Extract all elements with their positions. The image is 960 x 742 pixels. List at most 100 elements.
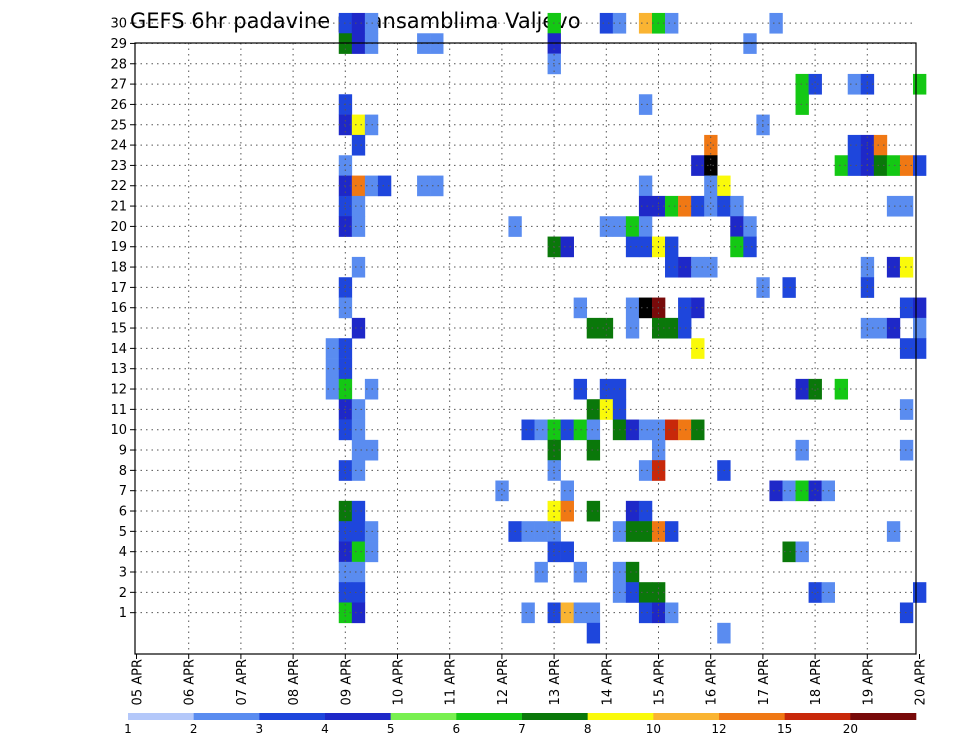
x-tick-label: 07 APR — [235, 659, 250, 705]
x-tick-label: 18 APR — [809, 659, 824, 705]
data-cell — [625, 521, 640, 542]
y-tick-label: 26 — [110, 98, 127, 113]
colorbar-label: 12 — [711, 722, 726, 736]
data-cell — [586, 622, 601, 644]
data-cell — [704, 195, 718, 217]
data-cell — [730, 216, 744, 237]
data-cell — [351, 114, 366, 136]
x-tick-label: 14 APR — [600, 659, 615, 705]
data-cell — [351, 561, 366, 583]
y-tick-label: 3 — [119, 566, 127, 581]
data-cell — [912, 73, 927, 95]
data-cell — [678, 256, 692, 278]
x-tick-label: 12 APR — [496, 659, 511, 705]
data-cell — [625, 317, 640, 339]
data-cell — [351, 175, 366, 197]
data-cell — [899, 297, 914, 319]
data-cell — [912, 317, 927, 339]
colorbar-label: 10 — [646, 722, 661, 736]
data-cell — [586, 419, 601, 441]
data-cell — [586, 317, 601, 339]
data-cell — [899, 439, 914, 461]
x-axis: 05 APR 06 APR 07 APR 08 APR 09 APR 10 APR 11 A… — [131, 654, 929, 705]
x-tick-label: 06 APR — [183, 659, 198, 705]
y-tick-label: 12 — [110, 383, 127, 398]
x-tick-label: 11 APR — [444, 659, 459, 705]
data-cell — [625, 582, 640, 603]
y-tick-label: 5 — [119, 525, 127, 540]
data-cell — [808, 378, 822, 400]
data-cell — [560, 500, 574, 522]
data-cell — [769, 480, 783, 502]
y-tick-label: 25 — [110, 118, 127, 133]
data-cell — [691, 155, 705, 176]
data-cell — [560, 602, 574, 624]
data-cell — [638, 500, 653, 522]
data-cell — [638, 419, 653, 441]
data-cell — [625, 236, 640, 258]
y-tick-label: 28 — [110, 57, 127, 72]
data-cell — [704, 175, 718, 197]
data-cell — [586, 602, 601, 624]
data-cell — [665, 521, 679, 542]
data-cell — [351, 541, 366, 563]
data-cell — [899, 155, 914, 176]
data-cell — [847, 73, 862, 95]
data-cell — [795, 541, 809, 563]
data-cell — [691, 419, 705, 441]
data-cell — [638, 460, 653, 481]
y-tick-label: 14 — [110, 342, 127, 357]
colorbar-segment — [522, 713, 588, 720]
colorbar-label: 8 — [584, 722, 592, 736]
colorbar-label: 6 — [453, 722, 461, 736]
data-cell — [808, 582, 822, 603]
data-cell — [638, 582, 653, 603]
data-cell — [886, 521, 901, 542]
x-tick-label: 19 APR — [861, 659, 876, 705]
data-cell — [665, 317, 679, 339]
data-cell — [730, 236, 744, 258]
data-cell — [351, 582, 366, 603]
y-tick-label: 6 — [119, 505, 127, 520]
data-cell — [586, 439, 601, 461]
colorbar-label: 7 — [518, 722, 526, 736]
data-cell — [912, 155, 927, 176]
y-tick-label: 7 — [119, 484, 127, 499]
data-cell — [599, 378, 614, 400]
colorbar-segment — [193, 713, 260, 720]
y-tick-label: 4 — [119, 545, 127, 560]
colorbar-label: 2 — [190, 722, 198, 736]
data-cell — [351, 12, 366, 34]
data-cell — [899, 602, 914, 624]
colorbar-segment — [719, 713, 785, 720]
colorbar-label: 20 — [843, 722, 858, 736]
data-cell — [665, 12, 679, 34]
data-cell — [912, 582, 927, 603]
data-cell — [638, 94, 653, 115]
data-cell — [665, 602, 679, 624]
colorbar-label: 1 — [124, 722, 132, 736]
x-tick-label: 20 APR — [914, 659, 929, 705]
y-axis: 1234567891011121314151617181920212223242… — [110, 17, 135, 621]
y-tick-label: 21 — [110, 200, 127, 215]
data-cell — [599, 399, 614, 420]
x-tick-label: 08 APR — [287, 659, 302, 705]
colorbar-segment — [259, 713, 326, 720]
data-cell — [521, 419, 535, 441]
x-tick-label: 10 APR — [392, 659, 407, 705]
data-cell — [691, 195, 705, 217]
y-tick-label: 8 — [119, 464, 127, 479]
data-cell — [325, 378, 340, 400]
data-cell — [743, 216, 757, 237]
x-tick-label: 17 APR — [757, 659, 772, 705]
data-cell — [325, 358, 340, 380]
data-cell — [795, 378, 809, 400]
data-cell — [638, 236, 653, 258]
data-cell — [717, 622, 731, 644]
data-cell — [638, 216, 653, 237]
data-cell — [873, 155, 888, 176]
data-cell — [351, 602, 366, 624]
data-cell — [873, 134, 888, 156]
data-cell — [625, 419, 640, 441]
data-cell — [534, 561, 548, 583]
